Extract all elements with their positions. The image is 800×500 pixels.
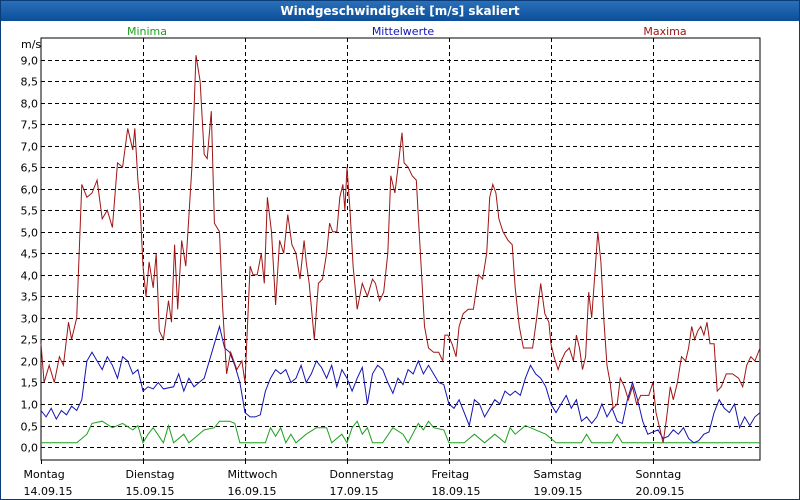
x-tick-day-label: Montag bbox=[24, 468, 65, 481]
y-tick-label: 5,5 bbox=[21, 205, 39, 218]
series-line-mittelwerte bbox=[40, 324, 761, 444]
y-axis-label: m/s bbox=[21, 38, 41, 51]
y-tick-label: 1,0 bbox=[21, 399, 39, 412]
y-tick-label: 0,0 bbox=[21, 442, 39, 455]
legend-label-minima: Minima bbox=[127, 25, 167, 38]
x-tick-day-label: Dienstag bbox=[126, 468, 175, 481]
legend-label-maxima: Maxima bbox=[643, 25, 686, 38]
y-tick-label: 6,5 bbox=[21, 162, 39, 175]
y-tick-label: 1,5 bbox=[21, 377, 39, 390]
wind-speed-chart: 0,0 0,5 1,0 1,5 2,0 2,5 3,0 3,5 4,0 4,5 5,0 5,5 6,0 6… bbox=[21, 25, 761, 498]
series-line-maxima bbox=[40, 55, 761, 443]
x-tick-date-label: 15.09.15 bbox=[126, 485, 175, 498]
y-tick-label: 4,5 bbox=[21, 248, 39, 261]
series-line-minima bbox=[41, 420, 760, 445]
y-tick-label: 3,5 bbox=[21, 291, 39, 304]
x-tick-day-label: Freitag bbox=[432, 468, 470, 481]
x-tick-day-label: Mittwoch bbox=[228, 468, 278, 481]
x-tick-day-label: Donnerstag bbox=[330, 468, 394, 481]
y-tick-label: 2,0 bbox=[21, 356, 39, 369]
y-tick-label: 0,5 bbox=[21, 421, 39, 434]
y-tick-label: 9,0 bbox=[21, 55, 39, 68]
y-tick-label: 5,0 bbox=[21, 227, 39, 240]
y-tick-label: 6,0 bbox=[21, 184, 39, 197]
y-tick-label: 8,5 bbox=[21, 76, 39, 89]
x-tick-date-label: 14.09.15 bbox=[24, 485, 73, 498]
y-tick-label: 3,0 bbox=[21, 313, 39, 326]
y-tick-label: 4,0 bbox=[21, 270, 39, 283]
x-tick-date-label: 16.09.15 bbox=[228, 485, 277, 498]
x-tick-day-label: Samstag bbox=[534, 468, 582, 481]
y-tick-label: 2,5 bbox=[21, 334, 39, 347]
x-tick-date-label: 20.09.15 bbox=[636, 485, 685, 498]
x-tick-date-label: 18.09.15 bbox=[432, 485, 481, 498]
legend-label-mittelwerte: Mittelwerte bbox=[372, 25, 435, 38]
x-tick-day-label: Sonntag bbox=[636, 468, 682, 481]
y-tick-label: 8,0 bbox=[21, 98, 39, 111]
y-tick-label: 7,0 bbox=[21, 141, 39, 154]
x-tick-date-label: 17.09.15 bbox=[330, 485, 379, 498]
x-tick-date-label: 19.09.15 bbox=[534, 485, 583, 498]
window-title: Windgeschwindigkeit [m/s] skaliert bbox=[1, 1, 799, 21]
plot-frame bbox=[40, 37, 761, 461]
y-tick-label: 7,5 bbox=[21, 119, 39, 132]
